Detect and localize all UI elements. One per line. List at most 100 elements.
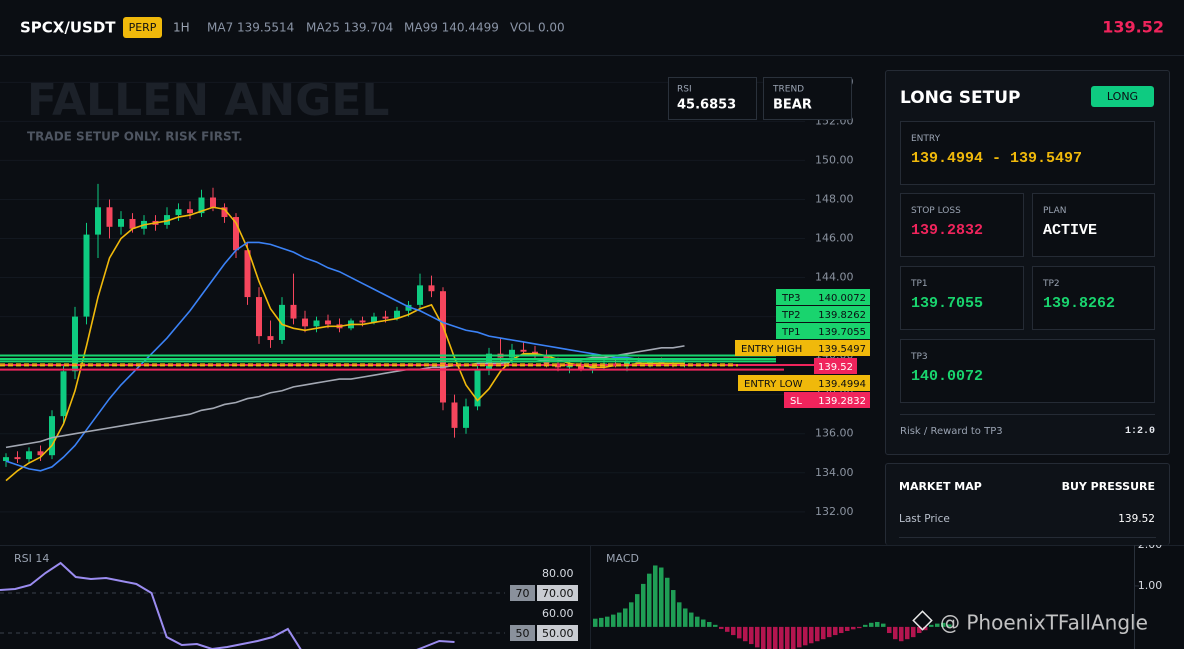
macd-bar (605, 616, 610, 627)
stop-box: STOP LOSS 139.2832 (900, 193, 1024, 257)
market-last-price: 139.52 (1118, 513, 1155, 525)
level-label-box (735, 340, 870, 356)
level-value: 139.4994 (818, 379, 866, 390)
tp3-box: TP3 140.0072 (900, 339, 1155, 403)
candle-body (37, 451, 44, 456)
rsi-level-badge (510, 625, 535, 641)
y-tick-label: 148.00 (815, 192, 854, 205)
macd-tick-label: 1.00 (1138, 579, 1163, 592)
y-tick-label: 134.00 (815, 466, 854, 479)
rsi-chart: 70 50 80.00 70.00 60.00 50.00 (0, 561, 578, 649)
macd-bar (713, 624, 718, 627)
level-name: SL (790, 396, 802, 407)
macd-bar (893, 626, 898, 640)
level-label-box (776, 289, 870, 305)
level-value: 139.5497 (818, 344, 866, 355)
candle-body (635, 361, 642, 364)
credit-icon (912, 610, 933, 631)
interval[interactable]: 1H (173, 21, 190, 35)
macd-bar (767, 626, 772, 649)
entry-value: 139.4994 - 139.5497 (911, 150, 1083, 167)
macd-bar (647, 573, 652, 627)
candle-body (440, 291, 446, 403)
macd-title: MACD (606, 552, 639, 565)
candle-body (49, 416, 55, 456)
candle-body (290, 304, 297, 319)
macd-bar (905, 626, 910, 640)
candle-body (95, 207, 101, 235)
candle-body (14, 457, 21, 460)
plot-area (3, 183, 688, 482)
setup-title: LONG SETUP (900, 88, 1021, 108)
candle-body (359, 320, 366, 323)
candle-body (578, 365, 584, 370)
market-divider (899, 537, 1156, 538)
candle-body (313, 320, 320, 327)
candle-body (187, 209, 193, 214)
rr-label: Risk / Reward to TP3 (900, 426, 1003, 437)
macd-bar (653, 565, 658, 627)
macd-bar (683, 608, 688, 627)
level-value: 139.52 (818, 362, 853, 373)
macd-bar (779, 626, 784, 649)
market-card: MARKET MAP BUY PRESSURE Last Price 139.5… (885, 463, 1170, 545)
macd-bar (755, 626, 760, 648)
trend-box-label: TREND (772, 85, 804, 95)
candle-body (106, 207, 113, 227)
candle-body (267, 336, 274, 341)
macd-bar (791, 626, 796, 649)
moving-average (5, 206, 685, 482)
candle-body (3, 457, 9, 462)
macd-bar (701, 619, 706, 627)
macd-bar (659, 567, 664, 627)
level-name: TP3 (781, 293, 801, 304)
candle-body (233, 217, 239, 251)
macd-bar (785, 626, 790, 649)
macd-bar (851, 626, 856, 630)
candle-body (118, 218, 124, 227)
macd-bar (677, 602, 682, 627)
candle-body (175, 209, 182, 216)
credit: @ PhoenixTFallAngle (940, 611, 1148, 635)
candle-body (463, 406, 469, 428)
entry-label: ENTRY (911, 134, 941, 144)
candle-body (221, 207, 228, 218)
macd-bar (815, 626, 820, 642)
candle-body (405, 304, 412, 311)
macd-bar (821, 626, 826, 640)
ma25: MA25 139.704 (306, 21, 393, 35)
y-tick-label: 144.00 (815, 271, 854, 284)
entry-box: ENTRY 139.4994 - 139.5497 (900, 121, 1155, 185)
last-price-label: Last Price (899, 513, 950, 525)
rsi-line (0, 561, 455, 649)
rsi-plot (0, 561, 455, 649)
macd-bar (935, 623, 940, 627)
plan-box: PLAN ACTIVE (1032, 193, 1155, 257)
macd-bar (899, 626, 904, 642)
macd-bar (929, 624, 934, 627)
macd-bar (629, 602, 634, 627)
macd-bar (941, 622, 946, 627)
macd-bar (827, 626, 832, 638)
rsi-box-label: RSI (677, 85, 692, 95)
last-price: 139.52 (1102, 18, 1164, 37)
macd-bar (593, 618, 598, 627)
macd-bar (671, 590, 676, 627)
macd-bar (887, 626, 892, 634)
tp3-label: TP3 (911, 352, 928, 362)
level-value: 139.2832 (818, 396, 866, 407)
macd-bar (761, 626, 766, 649)
candle-body (60, 371, 67, 417)
rsi-tick-box (537, 585, 578, 601)
macd-bar (623, 608, 628, 627)
setup-card: LONG SETUP LONG ENTRY 139.4994 - 139.549… (885, 70, 1170, 455)
setup-badge: LONG (1091, 86, 1154, 107)
macd-bar (737, 626, 742, 639)
level-name: ENTRY LOW (744, 379, 803, 390)
macd-bar (689, 612, 694, 627)
rsi-level-text: 50 (516, 627, 530, 640)
y-tick-label: 132.00 (815, 505, 854, 518)
level-label-box (814, 358, 857, 374)
candle-body (371, 316, 377, 323)
